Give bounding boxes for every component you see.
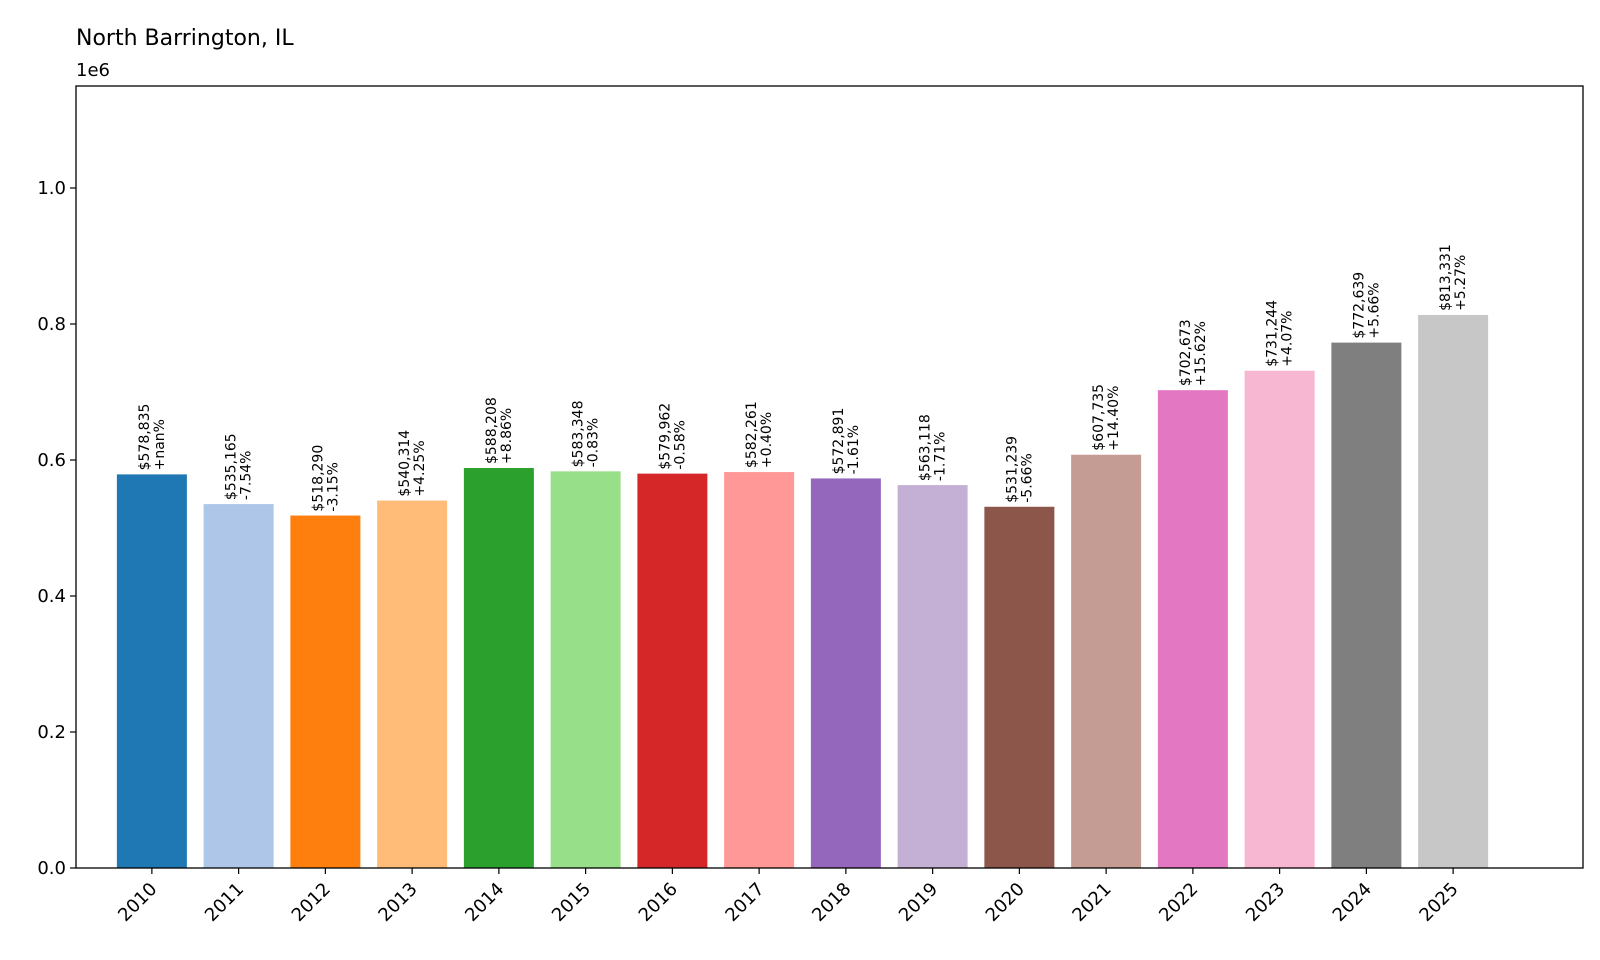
y-tick-label: 0.2 — [37, 722, 66, 743]
bar-change-label: -0.83% — [586, 418, 602, 468]
bar-change-label: -0.58% — [672, 420, 688, 470]
bar-label-2016: $579,962 -0.58% — [657, 403, 688, 470]
bar-2018 — [810, 478, 881, 868]
y-axis: 0.0 0.2 0.4 0.6 0.8 1.0 — [37, 178, 76, 879]
bar-2019 — [897, 485, 968, 868]
x-tick-label: 2017 — [721, 879, 768, 926]
x-tick-label: 2013 — [374, 879, 421, 926]
bar-label-2019: $563,118 -1.71% — [918, 414, 949, 481]
bar-change-label: +14.40% — [1106, 386, 1122, 451]
bar-change-label: +4.07% — [1280, 311, 1296, 367]
bar-label-2015: $583,348 -0.83% — [571, 401, 602, 468]
bar-2023 — [1244, 370, 1315, 868]
y-tick-label: 1.0 — [37, 178, 66, 199]
bar-value-label: $531,239 — [1004, 436, 1020, 503]
x-tick-label: 2024 — [1329, 879, 1376, 926]
x-tick-label: 2011 — [201, 879, 248, 926]
bar-label-2020: $531,239 -5.66% — [1004, 436, 1035, 503]
bar-value-label: $607,735 — [1091, 384, 1107, 451]
bar-label-2023: $731,244 +4.07% — [1265, 300, 1296, 367]
bar-labels-group: $578,835 +nan% $535,165 -7.54% $518,290 -3.15… — [137, 244, 1469, 511]
y-tick-label: 0.6 — [37, 450, 66, 471]
bar-value-label: $578,835 — [137, 404, 153, 471]
y-tick-label: 0.8 — [37, 314, 66, 335]
y-tick-label: 0.0 — [37, 858, 66, 879]
bar-2010 — [116, 474, 187, 868]
bar-change-label: +0.40% — [759, 412, 775, 468]
bar-change-label: +8.86% — [499, 408, 515, 464]
bar-2016 — [637, 473, 708, 868]
x-tick-label: 2016 — [635, 879, 682, 926]
x-tick-label: 2018 — [808, 879, 855, 926]
bar-2015 — [550, 471, 621, 868]
bar-value-label: $772,639 — [1351, 272, 1367, 339]
bar-value-label: $579,962 — [657, 403, 673, 470]
bar-value-label: $731,244 — [1265, 300, 1281, 367]
bar-label-2021: $607,735 +14.40% — [1091, 384, 1122, 451]
bars-group — [116, 314, 1489, 868]
bar-change-label: +5.66% — [1366, 282, 1382, 338]
bar-label-2024: $772,639 +5.66% — [1351, 272, 1382, 339]
bar-value-label: $572,891 — [831, 408, 847, 475]
x-tick-label: 2025 — [1415, 879, 1462, 926]
bar-label-2012: $518,290 -3.15% — [310, 445, 341, 512]
bar-2025 — [1418, 314, 1489, 868]
bar-label-2013: $540,314 +4.25% — [397, 430, 428, 497]
bar-change-label: -5.66% — [1019, 453, 1035, 503]
bar-label-2017: $582,261 +0.40% — [744, 401, 775, 468]
bar-2020 — [984, 506, 1055, 868]
bar-value-label: $535,165 — [224, 433, 240, 500]
bar-value-label: $588,208 — [484, 397, 500, 464]
bar-value-label: $518,290 — [310, 445, 326, 512]
bar-change-label: -1.61% — [846, 425, 862, 475]
x-tick-label: 2012 — [288, 879, 335, 926]
bar-value-label: $582,261 — [744, 401, 760, 468]
bar-change-label: +15.62% — [1193, 321, 1209, 386]
bar-change-label: -3.15% — [325, 462, 341, 512]
plot-frame — [75, 85, 1584, 869]
x-tick-label: 2021 — [1068, 879, 1115, 926]
x-tick-label: 2022 — [1155, 879, 1202, 926]
bar-2014 — [463, 468, 534, 868]
bar-2017 — [724, 472, 795, 868]
bar-label-2010: $578,835 +nan% — [137, 404, 168, 471]
y-tick-label: 0.4 — [37, 586, 66, 607]
bar-change-label: +4.25% — [412, 440, 428, 496]
x-axis: 2010 2011 2012 2013 2014 2015 2016 2017 2018 2019… — [114, 868, 1463, 926]
bar-2024 — [1331, 342, 1402, 868]
x-tick-label: 2014 — [461, 879, 508, 926]
x-tick-label: 2023 — [1242, 879, 1289, 926]
bar-2021 — [1071, 454, 1142, 868]
bar-change-label: +5.27% — [1453, 255, 1469, 311]
bar-label-2018: $572,891 -1.61% — [831, 408, 862, 475]
bar-2012 — [290, 515, 361, 868]
bar-label-2022: $702,673 +15.62% — [1178, 319, 1209, 386]
bar-value-label: $540,314 — [397, 430, 413, 497]
bar-value-label: $813,331 — [1438, 244, 1454, 311]
bar-value-label: $583,348 — [571, 401, 587, 468]
bar-label-2014: $588,208 +8.86% — [484, 397, 515, 464]
bar-2011 — [203, 504, 274, 868]
bar-2013 — [377, 500, 448, 868]
bar-label-2011: $535,165 -7.54% — [224, 433, 255, 500]
bar-2022 — [1157, 390, 1228, 868]
x-tick-label: 2015 — [548, 879, 595, 926]
x-tick-label: 2019 — [895, 879, 942, 926]
y-axis-offset-label: 1e6 — [76, 60, 110, 81]
x-tick-label: 2010 — [114, 879, 161, 926]
bar-change-label: -1.71% — [933, 432, 949, 482]
bar-label-2025: $813,331 +5.27% — [1438, 244, 1469, 311]
x-tick-label: 2020 — [982, 879, 1029, 926]
bar-value-label: $702,673 — [1178, 319, 1194, 386]
bar-change-label: +nan% — [152, 419, 168, 470]
bar-value-label: $563,118 — [918, 414, 934, 481]
bar-change-label: -7.54% — [239, 451, 255, 501]
chart-title: North Barrington, IL — [76, 26, 294, 51]
